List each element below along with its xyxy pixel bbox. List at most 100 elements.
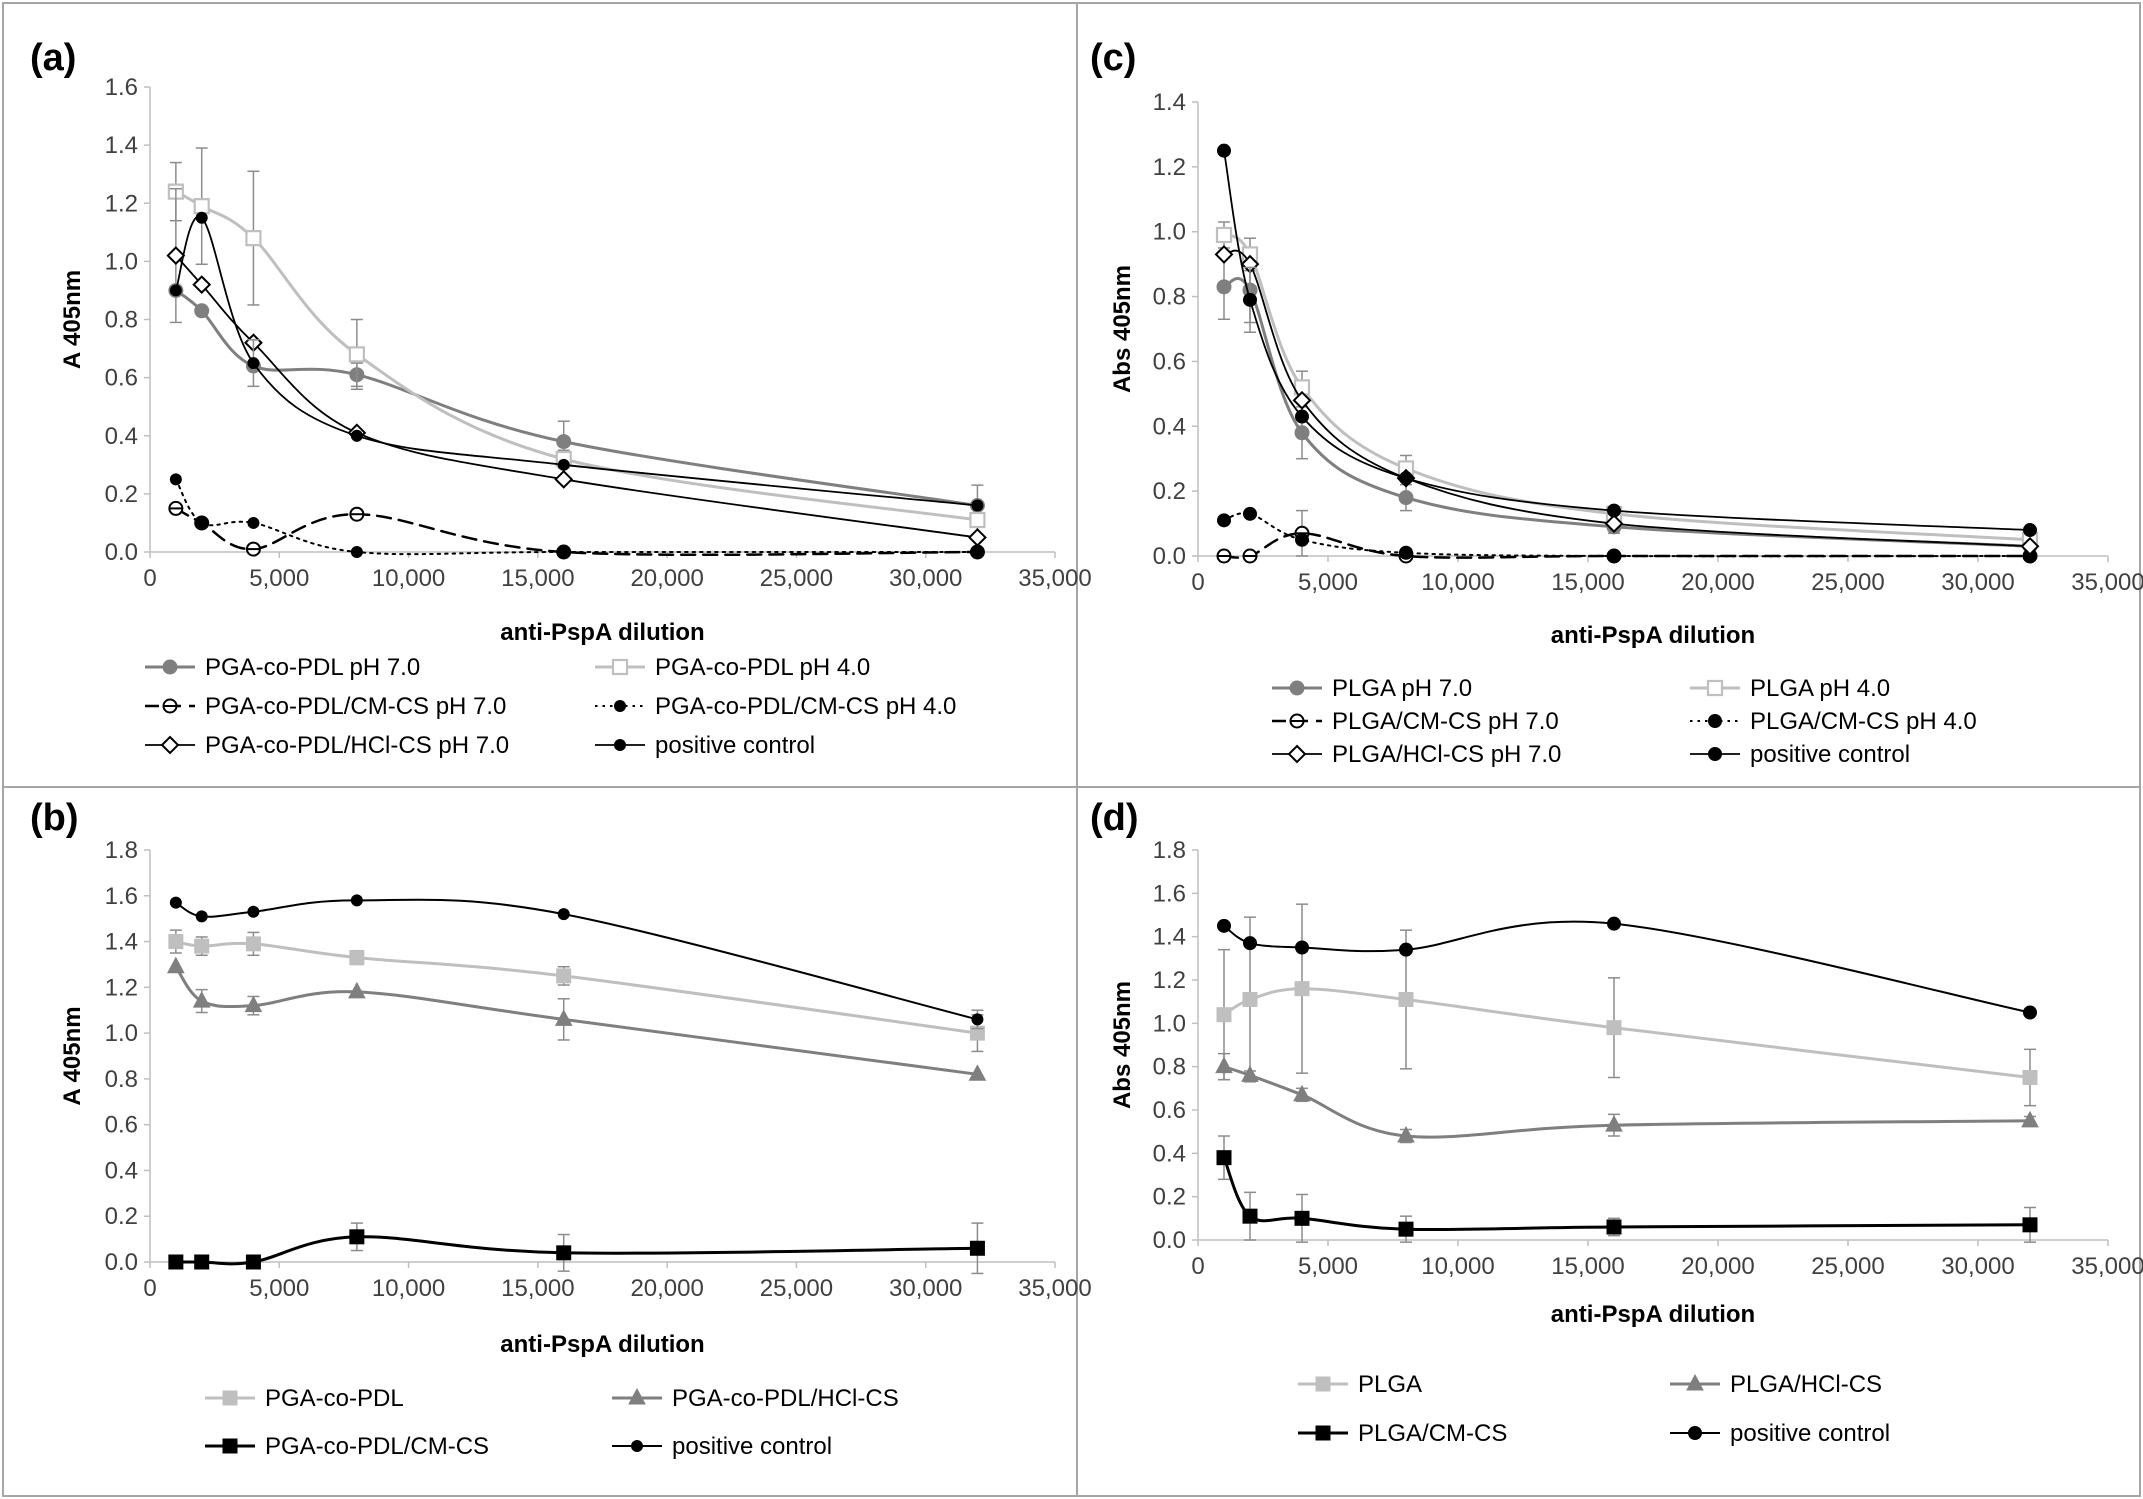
legend-swatch-marker bbox=[611, 658, 629, 676]
legend-entry-plga-hcl-cs-ph-7-0: PLGA/HCl-CS pH 7.0 bbox=[1272, 741, 1561, 768]
data-point bbox=[168, 500, 184, 516]
chart-panel-c: (c) 0.0 0.2 0.4 0.6 0.8 1.0 1.2 1.4 0 5,000 10,000 1… bbox=[1090, 37, 2143, 768]
legend-swatch-marker bbox=[1289, 713, 1305, 729]
y-tick-label: 0.0 bbox=[1153, 543, 1186, 570]
y-tick-label: 0.4 bbox=[105, 1157, 138, 1184]
data-point bbox=[2021, 1110, 2039, 1128]
panel-label: (d) bbox=[1090, 797, 1139, 839]
x-tick-label: 15,000 bbox=[1551, 1253, 1624, 1280]
x-tick-label: 15,000 bbox=[1551, 569, 1624, 596]
data-point bbox=[557, 908, 570, 921]
data-point bbox=[1216, 279, 1232, 295]
x-tick-label: 5,000 bbox=[249, 565, 309, 592]
data-point bbox=[1217, 513, 1231, 528]
y-tick-label: 0.8 bbox=[105, 1066, 138, 1093]
data-point bbox=[349, 506, 365, 522]
legend-entry-positive-control: positive control bbox=[595, 732, 815, 759]
data-point bbox=[1399, 545, 1413, 560]
data-point bbox=[1216, 1150, 1232, 1166]
legend-entry-plga-cm-cs: PLGA/CM-CS bbox=[1298, 1420, 1507, 1447]
data-point bbox=[1216, 548, 1232, 564]
data-point bbox=[349, 1229, 365, 1245]
legend-entry-pga-co-pdl-cm-cs: PGA-co-PDL/CM-CS bbox=[205, 1433, 489, 1460]
y-tick-label: 0.8 bbox=[1153, 1054, 1186, 1081]
series-positive-control bbox=[169, 894, 984, 1030]
data-point bbox=[1242, 1208, 1258, 1224]
data-point bbox=[195, 516, 208, 529]
data-point bbox=[350, 429, 363, 442]
y-tick-label: 0.4 bbox=[1153, 1140, 1186, 1167]
legend-label: PGA-co-PDL/CM-CS pH 7.0 bbox=[205, 693, 506, 720]
panel-label: (b) bbox=[30, 797, 79, 839]
legend-swatch-marker bbox=[162, 659, 178, 675]
legend-entry-plga-cm-cs-ph-4-0: PLGA/CM-CS pH 4.0 bbox=[1690, 708, 1977, 735]
data-point bbox=[350, 546, 363, 558]
data-point bbox=[245, 230, 262, 247]
legend-label: PLGA/CM-CS pH 7.0 bbox=[1332, 708, 1559, 735]
y-axis-title: Abs 405nm bbox=[1109, 265, 1136, 393]
data-point bbox=[349, 950, 365, 966]
series-pga-co-pdl bbox=[168, 929, 985, 1053]
series-line bbox=[175, 254, 979, 539]
legend-swatch-marker bbox=[1315, 1376, 1331, 1392]
data-point bbox=[969, 1240, 985, 1256]
x-tick-label: 0 bbox=[143, 1275, 156, 1302]
y-tick-label: 0.6 bbox=[1153, 348, 1186, 375]
data-point bbox=[1607, 549, 1621, 563]
x-tick-label: 35,000 bbox=[2071, 1253, 2143, 1280]
y-tick-label: 1.4 bbox=[1153, 924, 1186, 951]
data-point bbox=[969, 511, 986, 529]
legend-label: PGA-co-PDL/HCl-CS bbox=[672, 1385, 899, 1412]
x-tick-label: 25,000 bbox=[1811, 1253, 1884, 1280]
y-tick-label: 1.8 bbox=[105, 837, 138, 864]
data-point bbox=[1399, 471, 1413, 486]
series-pga-co-pdl-hcl-cs bbox=[167, 956, 987, 1081]
data-point bbox=[2023, 523, 2037, 538]
data-point bbox=[247, 905, 260, 918]
legend-entry-positive-control: positive control bbox=[1690, 741, 1910, 768]
legend-swatch-marker bbox=[1708, 747, 1722, 761]
data-point bbox=[2020, 536, 2040, 556]
data-point bbox=[169, 896, 182, 909]
x-tick-label: 25,000 bbox=[760, 565, 833, 592]
data-point bbox=[245, 1254, 261, 1270]
data-point bbox=[971, 499, 984, 512]
data-point bbox=[968, 528, 987, 547]
x-tick-label: 35,000 bbox=[2071, 569, 2143, 596]
data-point bbox=[1242, 992, 1258, 1007]
x-axis-title: anti-PspA dilution bbox=[1551, 622, 1755, 649]
data-point bbox=[1294, 1210, 1310, 1226]
legend-label: PLGA/CM-CS pH 4.0 bbox=[1750, 708, 1977, 735]
legend-swatch-marker bbox=[1706, 679, 1724, 697]
legend-entry-plga-hcl-cs: PLGA/HCl-CS bbox=[1670, 1371, 1882, 1398]
data-point bbox=[1243, 936, 1257, 951]
data-point bbox=[245, 936, 261, 952]
y-tick-label: 1.4 bbox=[105, 929, 138, 956]
data-point bbox=[192, 991, 211, 1008]
legend-entry-pga-co-pdl-ph-4-0: PGA-co-PDL pH 4.0 bbox=[595, 654, 870, 681]
legend-swatch-marker bbox=[222, 1390, 238, 1406]
y-tick-label: 1.6 bbox=[105, 74, 138, 101]
data-point bbox=[554, 1009, 573, 1026]
x-axis-title: anti-PspA dilution bbox=[1551, 1301, 1755, 1328]
legend-label: PLGA/HCl-CS bbox=[1730, 1371, 1882, 1398]
legend-swatch-marker bbox=[1708, 714, 1722, 728]
legend-entry-positive-control: positive control bbox=[1670, 1420, 1890, 1447]
x-tick-label: 20,000 bbox=[1681, 1253, 1754, 1280]
y-tick-label: 0.2 bbox=[105, 481, 138, 508]
y-tick-label: 1.2 bbox=[105, 190, 138, 217]
legend-entry-pga-co-pdl-hcl-cs-ph-7-0: PGA-co-PDL/HCl-CS pH 7.0 bbox=[145, 732, 509, 759]
x-tick-label: 0 bbox=[143, 565, 156, 592]
x-tick-label: 35,000 bbox=[1018, 1275, 1091, 1302]
data-point bbox=[348, 346, 365, 363]
x-tick-label: 25,000 bbox=[1811, 569, 1884, 596]
legend-label: positive control bbox=[655, 732, 815, 759]
x-tick-label: 5,000 bbox=[1298, 1253, 1358, 1280]
data-point bbox=[167, 956, 185, 974]
y-tick-label: 0.8 bbox=[1153, 284, 1186, 311]
x-tick-label: 30,000 bbox=[1941, 1253, 2014, 1280]
legend-entry-plga-cm-cs-ph-7-0: PLGA/CM-CS pH 7.0 bbox=[1272, 708, 1559, 735]
x-tick-label: 20,000 bbox=[1681, 569, 1754, 596]
x-tick-label: 10,000 bbox=[372, 1275, 445, 1302]
y-axis-title: A 405nm bbox=[59, 270, 86, 369]
